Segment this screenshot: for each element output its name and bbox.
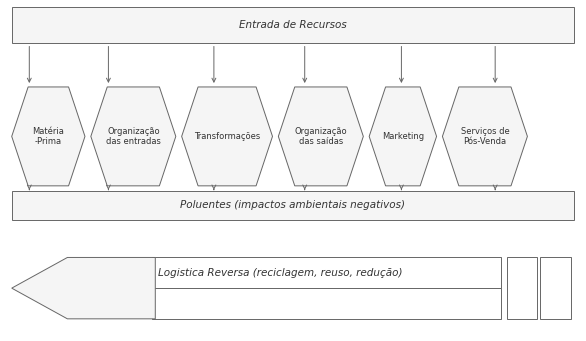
- Bar: [12, 191, 574, 220]
- Polygon shape: [12, 257, 155, 319]
- Text: Entrada de Recursos: Entrada de Recursos: [239, 20, 347, 30]
- Text: Matéria
-Prima: Matéria -Prima: [32, 127, 64, 146]
- Text: Organização
das saídas: Organização das saídas: [295, 127, 347, 146]
- Polygon shape: [442, 87, 527, 186]
- Polygon shape: [182, 87, 272, 186]
- Polygon shape: [91, 87, 176, 186]
- Text: Organização
das entradas: Organização das entradas: [106, 127, 161, 146]
- Bar: [152, 257, 501, 288]
- Bar: [540, 257, 571, 319]
- Bar: [507, 257, 537, 319]
- Polygon shape: [369, 87, 437, 186]
- Text: Logistica Reversa (reciclagem, reuso, redução): Logistica Reversa (reciclagem, reuso, re…: [158, 268, 403, 278]
- Bar: [12, 7, 574, 43]
- Text: Poluentes (impactos ambientais negativos): Poluentes (impactos ambientais negativos…: [180, 201, 406, 210]
- Text: Serviços de
Pós-Venda: Serviços de Pós-Venda: [461, 127, 509, 146]
- Bar: [152, 288, 501, 319]
- Text: Marketing: Marketing: [382, 132, 424, 141]
- Polygon shape: [278, 87, 363, 186]
- Text: Transformações: Transformações: [194, 132, 260, 141]
- Polygon shape: [12, 87, 85, 186]
